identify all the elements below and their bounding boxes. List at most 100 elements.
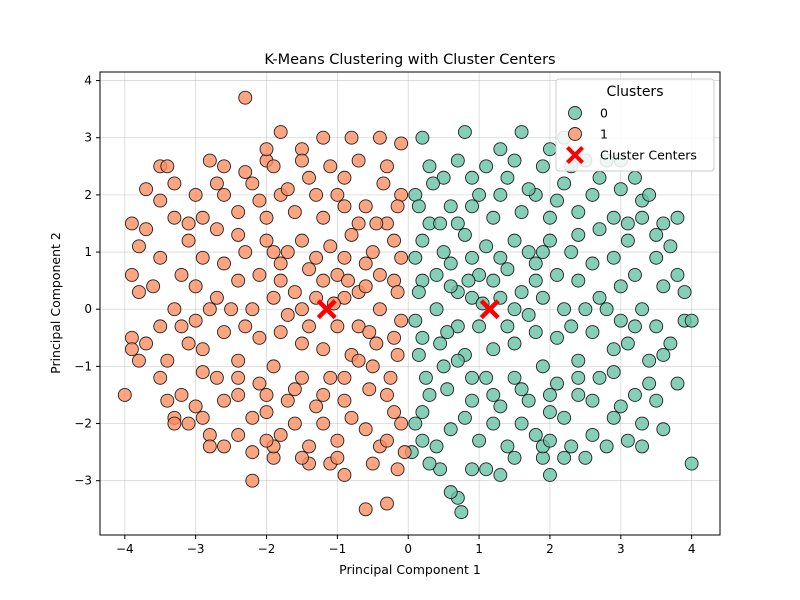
- cluster-0-point: [606, 365, 621, 380]
- cluster-1-point: [167, 416, 182, 431]
- cluster-0-point: [479, 370, 494, 385]
- cluster-center-marker: [316, 299, 337, 320]
- cluster-0-point: [461, 273, 476, 288]
- x-tick-label: −2: [258, 542, 276, 556]
- cluster-0-point: [418, 370, 433, 385]
- cluster-1-point: [231, 428, 246, 442]
- cluster-0-point: [422, 456, 437, 471]
- cluster-0-point: [528, 256, 543, 271]
- cluster-1-point: [358, 422, 373, 437]
- cluster-0-point: [599, 302, 614, 317]
- cluster-0-point: [592, 170, 607, 185]
- legend-marker: [568, 127, 582, 141]
- cluster-0-point: [535, 359, 550, 374]
- cluster-0-point: [440, 325, 455, 340]
- cluster-1-point: [252, 267, 267, 282]
- cluster-1-point: [390, 285, 405, 300]
- cluster-1-point: [273, 125, 288, 139]
- cluster-0-point: [443, 485, 458, 500]
- cluster-0-point: [635, 416, 650, 431]
- cluster-1-point: [195, 250, 210, 265]
- cluster-0-point: [656, 216, 671, 231]
- cluster-0-point: [429, 439, 444, 454]
- cluster-1-point: [245, 410, 260, 425]
- cluster-1-point: [337, 393, 352, 408]
- cluster-0-point: [620, 233, 635, 248]
- cluster-0-point: [472, 433, 487, 448]
- cluster-1-point: [323, 239, 338, 254]
- cluster-1-point: [238, 319, 253, 334]
- cluster-0-point: [613, 279, 628, 294]
- cluster-1-point: [181, 233, 196, 248]
- cluster-1-point: [266, 159, 281, 174]
- cluster-0-point: [628, 388, 642, 402]
- x-tick-label: 2: [546, 542, 554, 556]
- cluster-0-point: [408, 313, 423, 328]
- cluster-0-point: [507, 233, 522, 248]
- cluster-1-point: [294, 450, 309, 465]
- cluster-1-point: [323, 370, 338, 385]
- cluster-0-point: [528, 428, 543, 442]
- cluster-0-point: [507, 302, 522, 317]
- cluster-0-point: [422, 388, 437, 402]
- cluster-0-point: [507, 336, 522, 351]
- cluster-1-point: [294, 233, 309, 248]
- cluster-0-point: [479, 159, 494, 174]
- cluster-1-point: [287, 285, 302, 300]
- cluster-1-point: [160, 159, 175, 174]
- cluster-1-point: [209, 370, 224, 385]
- x-tick-label: −1: [329, 542, 347, 556]
- cluster-1-point: [231, 353, 246, 368]
- cluster-0-point: [542, 433, 557, 448]
- cluster-1-point: [351, 319, 366, 334]
- cluster-1-point: [280, 307, 295, 322]
- cluster-0-point: [415, 130, 430, 145]
- cluster-1-point: [302, 170, 316, 185]
- cluster-0-point: [411, 285, 426, 300]
- cluster-0-point: [620, 433, 635, 448]
- cluster-centers: [316, 299, 500, 320]
- cluster-1-point: [139, 336, 154, 351]
- cluster-1-point: [202, 153, 217, 168]
- cluster-1-point: [337, 468, 352, 482]
- cluster-0-point: [571, 273, 586, 288]
- cluster-1-point: [153, 370, 168, 385]
- cluster-0-point: [663, 239, 678, 254]
- cluster-0-point: [465, 370, 479, 385]
- cluster-1-point: [394, 136, 409, 151]
- data-points: [117, 90, 699, 520]
- cluster-0-point: [472, 267, 487, 282]
- cluster-0-point: [684, 456, 699, 471]
- cluster-1-point: [330, 267, 345, 282]
- legend-box: [555, 78, 715, 172]
- cluster-1-point: [139, 222, 154, 237]
- cluster-1-point: [280, 393, 295, 408]
- cluster-0-point: [642, 376, 657, 391]
- cluster-1-point: [153, 319, 168, 334]
- cluster-0-point: [443, 279, 458, 294]
- cluster-0-point: [528, 273, 543, 288]
- cluster-1-point: [287, 382, 302, 397]
- cluster-0-point: [649, 319, 664, 334]
- cluster-1-point: [231, 388, 246, 402]
- cluster-0-point: [663, 336, 678, 351]
- cluster-0-point: [542, 142, 557, 157]
- cluster-0-point: [408, 187, 423, 202]
- cluster-1-point: [259, 210, 274, 225]
- cluster-1-point: [273, 256, 288, 271]
- cluster-1-point: [358, 199, 373, 214]
- cluster-1-point: [309, 187, 324, 202]
- cluster-1-point: [365, 245, 380, 260]
- cluster-0-point: [542, 388, 557, 402]
- cluster-1-point: [287, 416, 302, 431]
- cluster-0-point: [450, 319, 465, 334]
- cluster-1-point: [337, 370, 352, 385]
- cluster-1-point: [252, 193, 267, 208]
- cluster-1-point: [124, 216, 139, 231]
- cluster-1-point: [369, 336, 384, 351]
- cluster-1-point: [231, 273, 246, 288]
- cluster-1-point: [316, 210, 331, 225]
- cluster-0-point: [465, 170, 479, 185]
- cluster-1-point: [280, 182, 295, 197]
- cluster-0-point: [564, 245, 579, 260]
